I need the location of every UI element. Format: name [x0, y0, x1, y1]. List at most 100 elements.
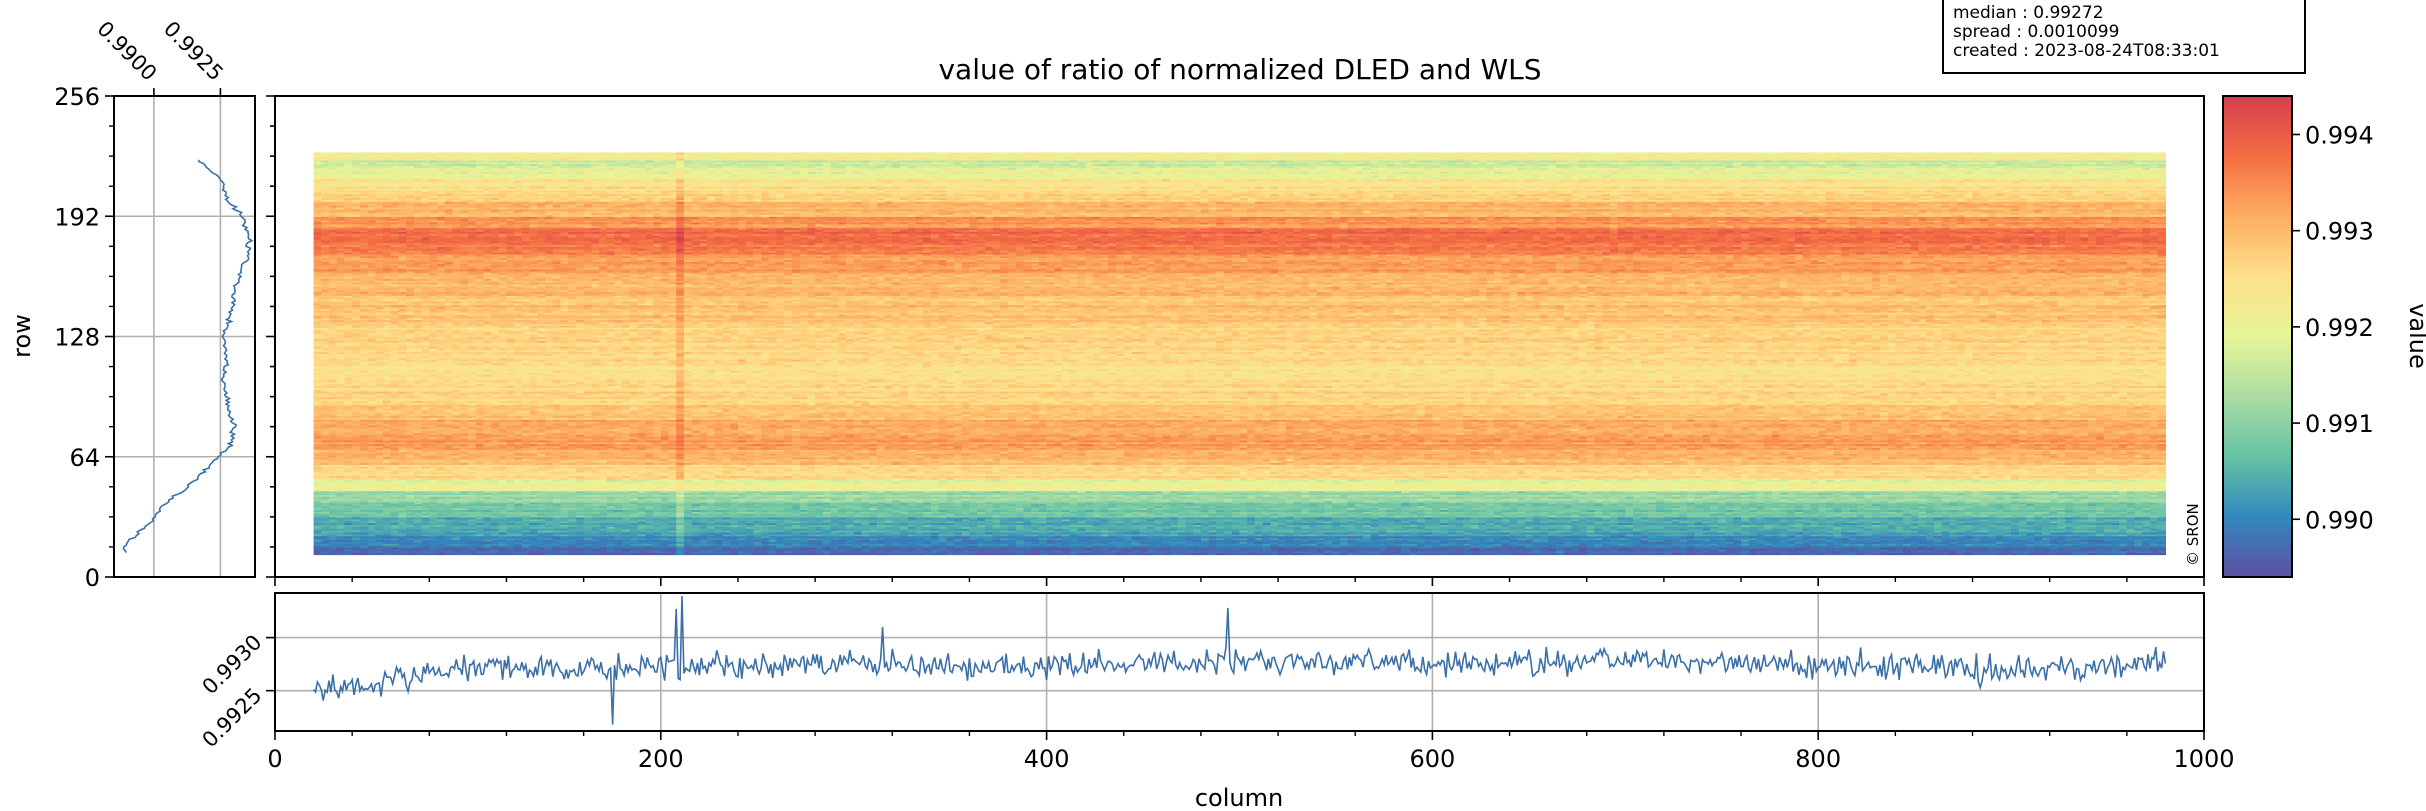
heatmap-cell	[2157, 552, 2166, 556]
heatmap-cell	[421, 550, 430, 554]
heatmap-cell	[1964, 541, 1974, 544]
heatmap-cell	[915, 543, 924, 546]
heatmap-cell	[614, 543, 623, 546]
heatmap-cell	[2111, 552, 2120, 556]
heatmap-cell	[1185, 539, 1194, 542]
heatmap-cell	[383, 550, 392, 554]
heatmap-cell	[1023, 543, 1032, 546]
heatmap-cell	[1216, 541, 1225, 544]
heatmap-cell	[1525, 552, 1534, 556]
heatmap-cell	[506, 545, 515, 548]
heatmap-cell	[1957, 541, 1966, 544]
heatmap-cell	[1802, 543, 1812, 546]
heatmap-cell	[1802, 541, 1812, 544]
heatmap-cell	[923, 541, 932, 544]
heatmap-cell	[460, 546, 469, 550]
heatmap-cell	[1579, 552, 1588, 556]
heatmap-cell	[1077, 550, 1086, 554]
heatmap-cell	[1339, 545, 1349, 548]
heatmap-cell	[1062, 546, 1071, 550]
heatmap-cell	[846, 550, 855, 554]
heatmap-cell	[861, 550, 870, 554]
heatmap-cell	[1957, 550, 1966, 554]
heatmap-cell	[1663, 550, 1673, 554]
heatmap-cell	[1254, 539, 1264, 542]
heatmap-cell	[1077, 539, 1086, 542]
heatmap-cell	[1077, 546, 1086, 550]
heatmap-cell	[498, 543, 508, 546]
heatmap-cell	[1980, 543, 1989, 546]
heatmap-cell	[560, 541, 569, 544]
heatmap-cell	[352, 543, 361, 546]
heatmap-cell	[930, 546, 940, 550]
heatmap-cell	[722, 550, 731, 554]
heatmap-cell	[460, 541, 469, 544]
heatmap-cell	[1648, 552, 1657, 556]
heatmap-cell	[1123, 545, 1133, 548]
heatmap-cell	[1069, 552, 1078, 556]
heatmap-cell	[1393, 548, 1403, 552]
heatmap-cell	[1864, 552, 1873, 556]
heatmap-cell	[1000, 546, 1009, 550]
heatmap-cell	[1008, 543, 1017, 546]
heatmap-cell	[730, 541, 739, 544]
heatmap-cell	[1116, 545, 1125, 548]
heatmap-cell	[1092, 541, 1102, 544]
heatmap-cell	[575, 539, 585, 542]
heatmap-cell	[1432, 543, 1441, 546]
heatmap-cell	[653, 543, 662, 546]
heatmap-cell	[1038, 548, 1048, 552]
heatmap-cell	[1301, 539, 1310, 542]
heatmap-cell	[1671, 552, 1680, 556]
heatmap-cell	[1656, 548, 1665, 552]
heatmap-cell	[514, 548, 523, 552]
heatmap-cell	[1571, 543, 1580, 546]
heatmap-cell	[1779, 541, 1788, 544]
heatmap-cell	[537, 541, 546, 544]
heatmap-cell	[1200, 546, 1210, 550]
heatmap-cell	[1795, 543, 1804, 546]
heatmap-cell	[1864, 543, 1873, 546]
heatmap-cell	[1887, 543, 1896, 546]
heatmap-cell	[1579, 541, 1588, 544]
heatmap-cell	[1671, 545, 1680, 548]
heatmap-cell	[1802, 545, 1812, 548]
heatmap-cell	[1000, 550, 1009, 554]
heatmap-cell	[1401, 543, 1410, 546]
heatmap-cell	[1856, 545, 1866, 548]
heatmap-cell	[1501, 539, 1511, 542]
heatmap-cell	[954, 545, 963, 548]
heatmap-cell	[792, 545, 801, 548]
heatmap-cell	[460, 550, 469, 554]
heatmap-cell	[954, 539, 963, 542]
heatmap-cell	[1355, 543, 1364, 546]
heatmap-cell	[1555, 545, 1565, 548]
heatmap-cell	[2134, 545, 2143, 548]
heatmap-cell	[683, 543, 693, 546]
heatmap-cell	[915, 550, 924, 554]
heatmap-cell	[552, 546, 562, 550]
heatmap-cell	[1887, 545, 1896, 548]
heatmap-cell	[1895, 552, 1904, 556]
heatmap-cell	[1602, 548, 1611, 552]
heatmap-cell	[776, 552, 785, 556]
heatmap-cell	[907, 548, 916, 552]
heatmap-cell	[2018, 546, 2028, 550]
heatmap-cell	[329, 539, 338, 542]
heatmap-cell	[1409, 548, 1418, 552]
heatmap-cell	[1725, 548, 1734, 552]
heatmap-cell	[745, 552, 754, 556]
heatmap-cell	[483, 548, 492, 552]
heatmap-cell	[1586, 550, 1595, 554]
heatmap-cell	[398, 550, 407, 554]
heatmap-cell	[413, 546, 423, 550]
heatmap-cell	[930, 545, 940, 548]
heatmap-cell	[738, 548, 747, 552]
heatmap-cell	[822, 543, 832, 546]
heatmap-cell	[846, 548, 855, 552]
heatmap-cell	[2080, 548, 2089, 552]
heatmap-cell	[1933, 552, 1943, 556]
heatmap-cell	[768, 546, 778, 550]
heatmap-cell	[1370, 552, 1379, 556]
heatmap-cell	[938, 546, 947, 550]
